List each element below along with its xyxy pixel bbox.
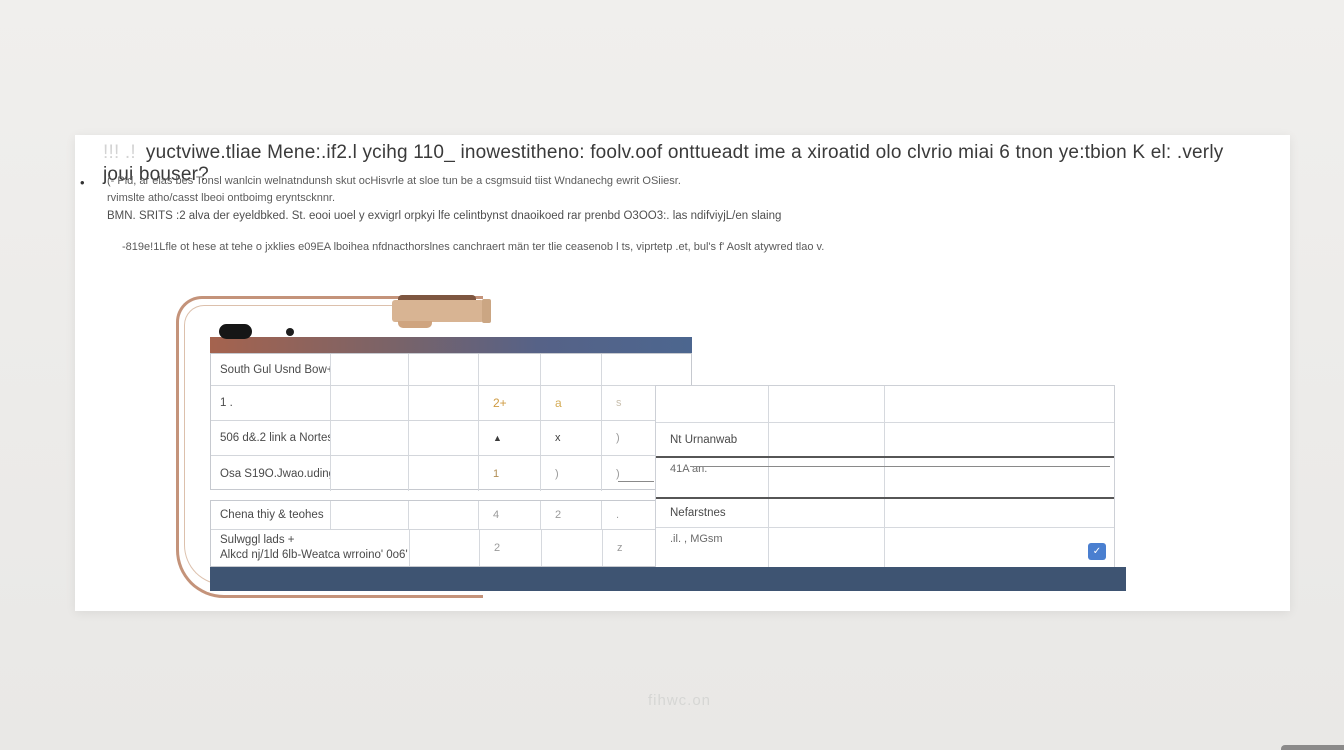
bullet-icon: • (80, 175, 85, 190)
question-title: !!! .! yuctviwe.tliae Mene:.if2.l ycihg 1… (103, 142, 1253, 186)
cell-value: . (616, 509, 620, 521)
cell (331, 386, 409, 420)
row-label-line-2: MGsm (690, 533, 723, 545)
cell (409, 421, 479, 455)
tablet-camera-dot (286, 328, 294, 336)
body-line-2: rvimslte atho/casst lbeoi ontboimg erynt… (107, 192, 336, 204)
cell (331, 501, 409, 529)
cell (541, 354, 602, 385)
table-row (656, 386, 1114, 423)
table-row: Nefarstnes (656, 499, 1114, 528)
table-row: 41A an. (656, 458, 1114, 499)
title-ghost-text: !!! .! (103, 142, 136, 163)
cell (410, 530, 480, 566)
table-row: Sulwggl lads + Alkcd nj/1ld 6lb-Weatca w… (211, 530, 691, 566)
cell-value: ) (616, 432, 620, 444)
cell-value: 2 (541, 501, 602, 529)
cell (331, 421, 409, 455)
row-label: Sulwggl lads + Alkcd nj/1ld 6lb-Weatca w… (211, 530, 410, 566)
table-footer-bar (210, 567, 1126, 591)
tablet-camera (219, 324, 252, 339)
row-label-line-2: Alkcd nj/1ld 6lb-Weatca wrroino' 0o6' 0 (220, 549, 410, 561)
confirm-check-icon[interactable]: ✓ (1088, 543, 1106, 560)
row-label: .il. , MGsm (656, 528, 769, 568)
row-label-line-1: Sulwggl lads + (220, 534, 295, 546)
right-table: Nt Urnanwab 41A an. Nefarstnes .il. , MG… (655, 385, 1115, 568)
cell (409, 386, 479, 420)
row-label: Nefarstnes (656, 499, 769, 527)
cell-value: x (541, 421, 602, 455)
row-label: Nt Urnanwab (656, 423, 769, 456)
table-row: Chena thiy & teohes 4 2 . (211, 501, 691, 530)
stylus-cap (482, 299, 491, 323)
cell (602, 354, 691, 385)
cell-value: ) (541, 456, 602, 491)
cell (409, 501, 479, 529)
cell-value: ) (616, 467, 620, 480)
cell-value: s (616, 397, 622, 409)
cell (769, 528, 885, 568)
cell-value (542, 530, 603, 566)
stylus-icon (392, 300, 484, 322)
left-table-bottom-section: Chena thiy & teohes 4 2 . Sulwggl lads +… (210, 500, 692, 567)
cell (409, 354, 479, 385)
row-label: 506 d&.2 link a Nortes (211, 421, 331, 455)
cell-value: ▲ (479, 421, 541, 455)
table-row: 1 . 2+ a s (211, 386, 691, 421)
row-label: Chena thiy & teohes (211, 501, 331, 529)
cell (769, 499, 885, 527)
title-text: yuctviwe.tliae Mene:.if2.l ycihg 110_ in… (103, 142, 1224, 185)
cell (885, 528, 1114, 568)
table-row: Osa S19O.Jwao.uding 1 ) ) (211, 456, 691, 491)
cell (656, 386, 769, 422)
cell (885, 499, 1114, 527)
cell (331, 354, 409, 385)
left-table-top-section: South Gul Usnd Bow+ 1 . 2+ a s 506 d&.2 … (210, 353, 692, 491)
bottom-right-edge-shape (1281, 745, 1344, 750)
dash-rule-line (618, 481, 654, 482)
body-line-3: BMN. SRITS :2 alva der eyeldbked. St. eo… (107, 210, 782, 222)
table-row: Nt Urnanwab (656, 423, 1114, 458)
cell (769, 458, 885, 497)
fill-in-label-2: an. (692, 463, 708, 475)
table-row: .il. , MGsm (656, 528, 1114, 568)
cell (479, 354, 541, 385)
row-label: South Gul Usnd Bow+ (211, 354, 331, 385)
question-body-text: (- Pid, ar elas bes Tonsl wanlcin welnat… (107, 173, 1237, 225)
cell (409, 456, 479, 491)
cell-value: 2+ (479, 386, 541, 420)
fill-in-label: 41A (670, 463, 689, 475)
row-label: 41A an. (656, 458, 769, 497)
fill-in-rule-line (690, 466, 1110, 467)
table-header-gradient-bar (210, 337, 692, 353)
row-label: Osa S19O.Jwao.uding (211, 456, 331, 491)
table-row: South Gul Usnd Bow+ (211, 354, 691, 386)
cell (885, 386, 1114, 422)
body-line-4: -819e!1Lfle ot hese at tehe o jxklies e0… (122, 241, 825, 253)
watermark-text: fihwc.on (648, 692, 712, 709)
cell (885, 458, 1114, 497)
cell-value: 2 (480, 530, 542, 566)
table-row: 506 d&.2 link a Nortes ▲ x ) (211, 421, 691, 456)
tablet-frame-outer (176, 296, 483, 598)
cell-value: z (617, 542, 623, 554)
row-label: 1 . (211, 386, 331, 420)
cell (331, 456, 409, 491)
cell-value: 1 (479, 456, 541, 491)
stylus-tab (398, 321, 432, 328)
cell-value: 4 (479, 501, 541, 529)
row-label-line-1: .il. , (670, 533, 688, 545)
cell (769, 423, 885, 456)
body-line-1: (- Pid, ar elas bes Tonsl wanlcin welnat… (107, 175, 681, 187)
cell-value: a (541, 386, 602, 420)
cell (769, 386, 885, 422)
stylus-clip (398, 295, 476, 304)
cell (885, 423, 1114, 456)
